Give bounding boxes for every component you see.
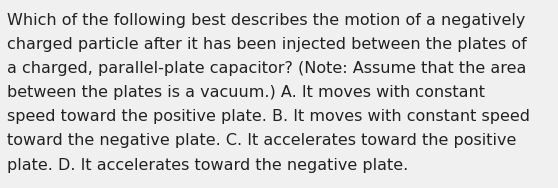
Text: Which of the following best describes the motion of a negatively: Which of the following best describes th…: [7, 13, 526, 28]
Text: speed toward the positive plate. B. It moves with constant speed: speed toward the positive plate. B. It m…: [7, 109, 530, 124]
Text: a charged, parallel-plate capacitor? (Note: Assume that the area: a charged, parallel-plate capacitor? (No…: [7, 61, 527, 76]
Text: toward the negative plate. C. It accelerates toward the positive: toward the negative plate. C. It acceler…: [7, 133, 517, 149]
Text: charged particle after it has been injected between the plates of: charged particle after it has been injec…: [7, 37, 527, 52]
Text: plate. D. It accelerates toward the negative plate.: plate. D. It accelerates toward the nega…: [7, 158, 408, 173]
Text: between the plates is a vacuum.) A. It moves with constant: between the plates is a vacuum.) A. It m…: [7, 85, 485, 100]
